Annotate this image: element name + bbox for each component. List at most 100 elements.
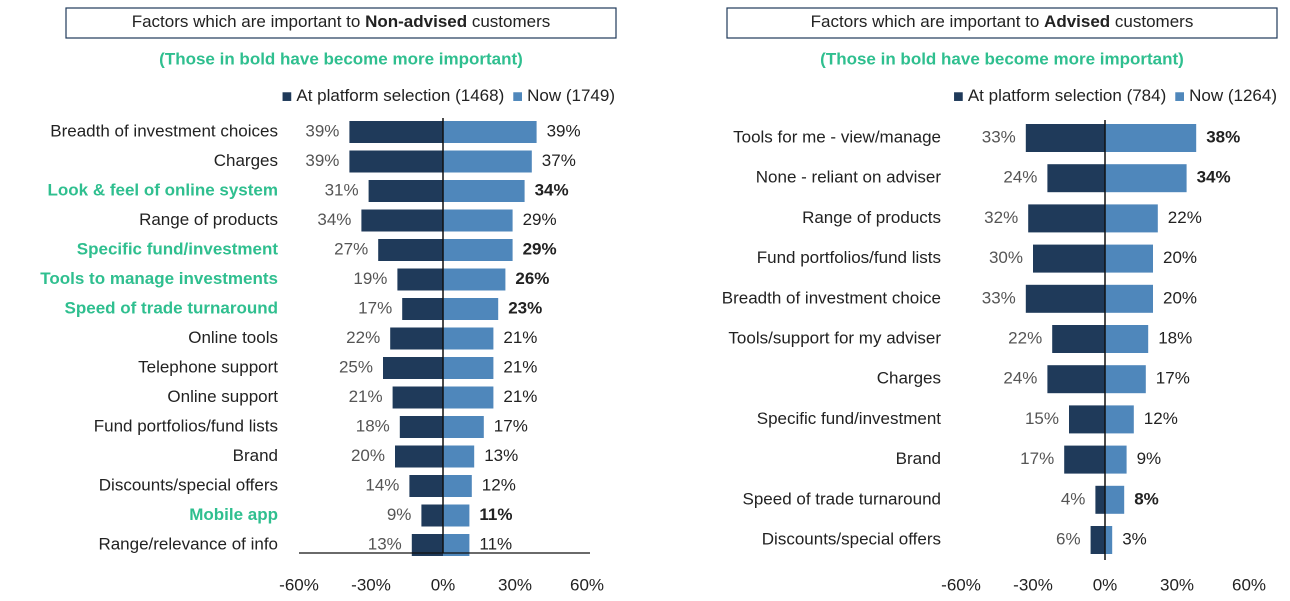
value-label: 17% [358, 298, 392, 317]
bar [383, 357, 443, 379]
bar [1064, 445, 1105, 474]
value-label: 31% [325, 180, 359, 199]
category-label: Brand [233, 446, 278, 465]
category-label: Online support [167, 387, 278, 406]
value-label: 18% [1158, 328, 1192, 347]
bar [368, 180, 443, 202]
bar [443, 445, 475, 468]
subtitle: (Those in bold have become more importan… [820, 49, 1184, 68]
value-label: 32% [984, 208, 1018, 227]
category-label: Look & feel of online system [48, 180, 279, 199]
bar [349, 121, 443, 143]
category-label: Mobile app [189, 505, 278, 524]
value-label: 9% [1137, 449, 1162, 468]
category-label: Discounts/special offers [99, 475, 278, 494]
x-tick-label: -30% [1013, 575, 1053, 594]
value-label: 26% [515, 269, 549, 288]
category-label: Breadth of investment choices [50, 121, 278, 140]
x-tick-label: -60% [941, 575, 981, 594]
category-label: Fund portfolios/fund lists [757, 248, 941, 267]
bar [443, 386, 494, 409]
value-label: 20% [1163, 288, 1197, 307]
bar [1105, 445, 1127, 474]
bar [378, 239, 443, 261]
x-tick-label: -30% [351, 575, 391, 594]
value-label: 24% [1003, 369, 1037, 388]
legend: ■ At platform selection (784) ■ Now (1264) [953, 86, 1277, 106]
bar [443, 357, 494, 379]
title-part: Factors which are important to [132, 12, 365, 31]
value-label: 21% [349, 387, 383, 406]
value-label: 39% [305, 121, 339, 140]
bar [1090, 526, 1105, 554]
bar [399, 416, 443, 438]
bar [443, 298, 499, 320]
legend-swatch: ■ [953, 86, 964, 106]
value-label: 39% [547, 121, 581, 140]
title-part: customers [1110, 12, 1193, 31]
value-label: 29% [523, 239, 557, 258]
bar [402, 298, 443, 320]
value-label: 33% [982, 127, 1016, 146]
title-box [65, 7, 617, 39]
bar [349, 150, 443, 173]
value-label: 34% [1197, 168, 1231, 187]
bar [443, 239, 513, 261]
category-label: Tools/support for my adviser [728, 328, 941, 347]
bar [1105, 365, 1146, 394]
bar [443, 327, 494, 350]
value-label: 33% [982, 288, 1016, 307]
x-tick-label: 30% [498, 575, 532, 594]
bar [443, 504, 470, 527]
category-label: Range of products [139, 210, 278, 229]
category-label: Fund portfolios/fund lists [94, 416, 278, 435]
category-label: Range of products [802, 208, 941, 227]
value-label: 17% [494, 416, 528, 435]
value-label: 20% [351, 446, 385, 465]
category-label: Brand [896, 449, 941, 468]
chart-title: Factors which are important to Advised c… [811, 12, 1194, 31]
title-part: customers [467, 12, 550, 31]
category-label: Specific fund/investment [757, 409, 942, 428]
x-tick-label: 0% [1093, 575, 1118, 594]
legend-label: Now (1264) [1189, 86, 1277, 105]
category-label: Specific fund/investment [77, 239, 279, 258]
bar [1025, 124, 1105, 152]
bar [395, 445, 443, 468]
x-tick-label: 60% [570, 575, 604, 594]
value-label: 25% [339, 357, 373, 376]
value-label: 15% [1025, 409, 1059, 428]
value-label: 9% [387, 505, 412, 524]
bar [1105, 405, 1134, 434]
value-label: 14% [365, 475, 399, 494]
category-label: Tools for me - view/manage [733, 127, 941, 146]
value-label: 11% [479, 505, 512, 524]
value-label: 12% [1144, 409, 1178, 428]
legend-label: Now (1749) [527, 86, 615, 105]
category-label: Breadth of investment choice [722, 288, 941, 307]
bar [390, 327, 443, 350]
bar [1105, 284, 1153, 313]
bar [443, 268, 506, 291]
x-tick-label: 60% [1232, 575, 1266, 594]
category-label: Online tools [188, 328, 278, 347]
value-label: 21% [503, 328, 537, 347]
value-label: 21% [503, 357, 537, 376]
bar [443, 534, 470, 556]
legend: ■ At platform selection (1468) ■ Now (1749) [281, 86, 615, 106]
x-tick-label: 0% [431, 575, 456, 594]
bar [1033, 244, 1105, 273]
value-label: 37% [542, 151, 576, 170]
category-label: Discounts/special offers [762, 529, 941, 548]
legend-label: At platform selection (784) [968, 86, 1166, 105]
bar [1105, 164, 1187, 193]
legend-swatch: ■ [1174, 86, 1185, 106]
category-label: Charges [214, 151, 278, 170]
value-label: 22% [1008, 328, 1042, 347]
value-label: 34% [317, 210, 351, 229]
bar [1025, 284, 1105, 313]
subtitle: (Those in bold have become more importan… [159, 49, 523, 68]
bar [443, 150, 532, 173]
x-tick-label: 30% [1160, 575, 1194, 594]
